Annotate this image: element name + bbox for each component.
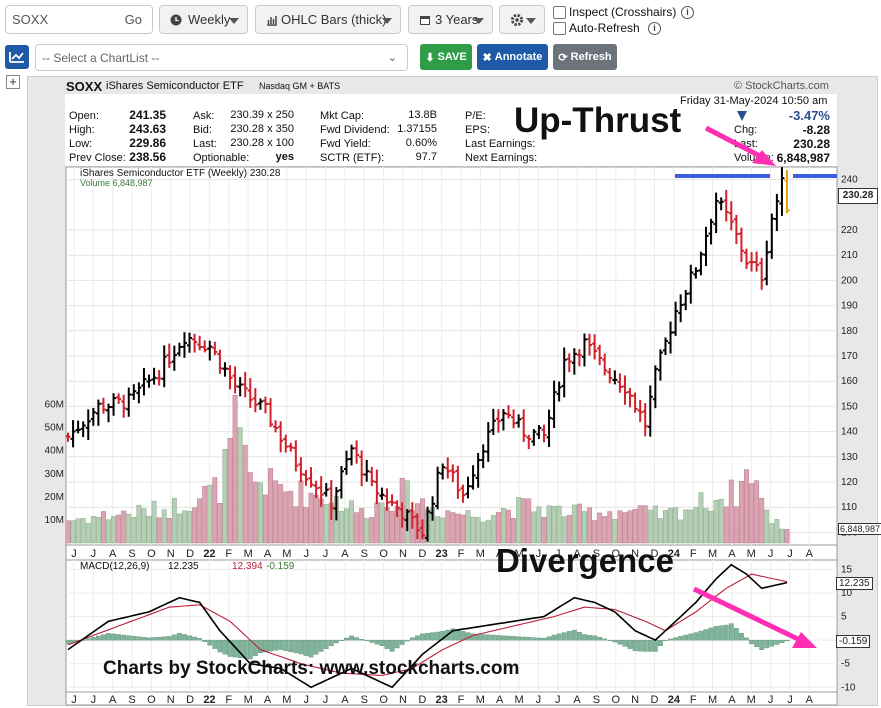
chart-type-dropdown[interactable]: OHLC Bars (thick) — [255, 5, 401, 34]
info-icon[interactable]: i — [648, 22, 661, 35]
sctr-label: SCTR (ETF): — [320, 152, 385, 164]
prev-close-label: Prev Close: — [69, 152, 126, 164]
clock-icon — [170, 14, 182, 25]
bar-chart-icon — [267, 15, 277, 26]
fwd-yield-value: 0.60% — [405, 137, 437, 149]
down-triangle-icon — [737, 111, 747, 121]
fwd-yield-label: Fwd Yield: — [320, 138, 371, 150]
chevron-down-icon — [229, 18, 239, 24]
fwd-dividend-label: Fwd Dividend: — [320, 124, 390, 136]
inspect-checkbox[interactable] — [553, 6, 566, 19]
low-label: Low: — [69, 138, 93, 150]
high-value: 243.63 — [129, 122, 166, 136]
info-icon[interactable]: i — [681, 6, 694, 19]
divergence-annotation: Divergence — [496, 542, 674, 579]
save-button[interactable]: ⬇ SAVE — [420, 44, 472, 70]
macd-legend-value: 12.235 — [168, 561, 199, 572]
open-value: 241.35 — [129, 108, 166, 122]
mktcap-value: 13.8B — [408, 109, 437, 121]
expand-button[interactable]: + — [6, 75, 20, 89]
range-label: 3 Years — [435, 12, 479, 27]
optionable-label: Optionable: — [193, 152, 250, 164]
ask-label: Ask: — [193, 110, 215, 122]
settings-dropdown[interactable] — [499, 5, 545, 34]
change-percent: -3.47% — [788, 108, 830, 123]
pe-label: P/E: — [465, 110, 486, 122]
annotate-label: Annotate — [494, 51, 543, 63]
chevron-down-icon — [526, 18, 536, 24]
mktcap-label: Mkt Cap: — [320, 110, 365, 122]
high-label: High: — [69, 124, 95, 136]
last-label: Last: — [193, 138, 217, 150]
chart-symbol: SOXX — [66, 79, 103, 94]
next-earnings-label: Next Earnings: — [465, 152, 538, 164]
refresh-icon: ⟳ — [558, 51, 568, 64]
chart-exchange: Nasdaq GM + BATS — [259, 81, 341, 91]
line-chart-icon — [9, 52, 24, 63]
last-earnings-label: Last Earnings: — [465, 138, 536, 150]
close-icon: ✖ — [482, 51, 492, 64]
chevron-down-icon — [474, 18, 484, 24]
chartlist-icon-button[interactable] — [5, 45, 29, 69]
chart-date: Friday 31-May-2024 10:50 am — [680, 95, 828, 107]
refresh-button[interactable]: ⟳ Refresh — [553, 44, 617, 70]
watermark: © StockCharts.com — [734, 80, 829, 92]
low-value: 229.86 — [129, 136, 166, 150]
eps-label: EPS: — [465, 124, 491, 136]
period-label: Weekly — [188, 12, 231, 27]
hist-value-tag: -0.159 — [836, 635, 871, 648]
last-volume-tag: 6,848,987 — [838, 523, 881, 535]
bid-label: Bid: — [193, 124, 212, 136]
last2-label: Last: — [734, 138, 758, 150]
credit-annotation: Charts by StockCharts: www.stockcharts.c… — [103, 658, 520, 679]
refresh-label: Refresh — [570, 51, 612, 63]
go-button[interactable]: Go — [124, 12, 142, 27]
ask-value: 230.39 x 250 — [230, 109, 294, 121]
save-label: SAVE — [437, 51, 467, 63]
open-label: Open: — [69, 110, 99, 122]
chart-type-label: OHLC Bars (thick) — [281, 12, 387, 27]
optionable-value: yes — [275, 151, 294, 163]
last2-value: 230.28 — [793, 137, 830, 151]
volume-label: Volume: — [734, 152, 774, 164]
volume-legend: Volume 6,848,987 — [80, 178, 153, 188]
chg-label: Chg: — [734, 124, 758, 136]
chevron-down-icon — [382, 18, 392, 24]
macd-legend: MACD(12,26,9) — [80, 561, 150, 572]
prev-close-value: 238.56 — [129, 150, 166, 164]
download-icon: ⬇ — [425, 51, 435, 64]
volume-value: 6,848,987 — [776, 151, 830, 165]
chartlist-placeholder: -- Select a ChartList -- — [42, 50, 160, 65]
upthrust-annotation: Up-Thrust — [514, 101, 682, 140]
symbol-value: SOXX — [12, 12, 49, 27]
fwd-dividend-value: 1.37155 — [397, 123, 437, 135]
inspect-label: Inspect (Crosshairs) — [569, 5, 677, 19]
last-price-tag: 230.28 — [838, 188, 878, 204]
price-legend: iShares Semiconductor ETF (Weekly) 230.2… — [80, 168, 281, 179]
period-dropdown[interactable]: Weekly — [159, 5, 248, 34]
calendar-icon — [420, 15, 430, 25]
macd-value-tag: 12.235 — [836, 577, 873, 590]
chevron-down-icon: ⌄ — [387, 52, 397, 64]
range-dropdown[interactable]: 3 Years — [408, 5, 493, 34]
chart-name: iShares Semiconductor ETF — [106, 80, 244, 92]
chg-value: -8.28 — [802, 123, 830, 137]
signal-legend-value: 12.394 — [232, 561, 263, 572]
autorefresh-label: Auto-Refresh — [569, 21, 640, 35]
sctr-value: 97.7 — [415, 151, 437, 163]
symbol-input[interactable]: SOXX Go — [5, 5, 153, 34]
chartlist-select[interactable]: -- Select a ChartList -- ⌄ — [35, 44, 408, 71]
gear-icon — [510, 13, 524, 26]
annotate-button[interactable]: ✖ Annotate — [477, 44, 548, 70]
hist-legend-value: -0.159 — [266, 561, 295, 572]
bid-value: 230.28 x 350 — [230, 123, 294, 135]
last-value: 230.28 x 100 — [230, 137, 294, 149]
autorefresh-checkbox[interactable] — [553, 22, 566, 35]
